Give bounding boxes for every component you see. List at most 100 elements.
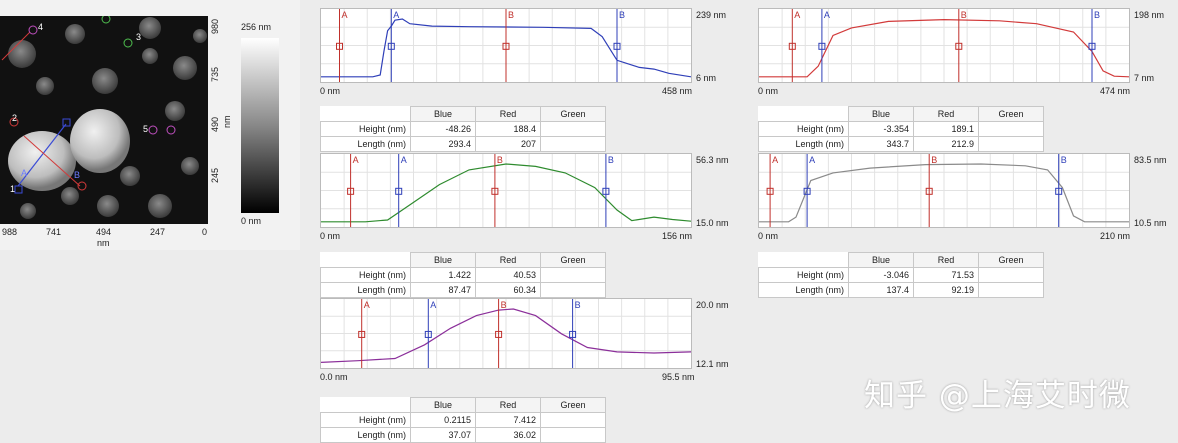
x-end-label: 156 nm — [662, 231, 693, 241]
red-height: 188.4 — [475, 121, 541, 137]
table-row: Blue Red Green — [321, 106, 606, 122]
cursor-handle[interactable] — [424, 330, 432, 338]
y-min-label: 15.0 nm — [696, 218, 729, 228]
profile-trace — [321, 163, 691, 223]
height-scale-bar — [241, 38, 279, 213]
x-tick-494: 494 — [96, 227, 112, 237]
x-end-label: 95.5 nm — [662, 372, 695, 382]
cursor-b-label: B — [74, 170, 81, 180]
cursor-handle[interactable] — [803, 187, 811, 195]
scale-min: 0 nm — [241, 216, 262, 226]
cursor-label: A — [794, 10, 800, 20]
table-row: Length (nm) 37.07 36.02 — [320, 427, 606, 443]
table-row: Height (nm) -3.046 71.53 — [758, 267, 1044, 283]
x-end-label: 210 nm — [1100, 231, 1131, 241]
y-min-label: 10.5 nm — [1134, 218, 1167, 228]
green-length — [978, 136, 1044, 152]
header-red: Red — [913, 106, 979, 122]
header-blue: Blue — [848, 252, 914, 268]
table-row: Height (nm) -48.26 188.4 — [320, 121, 606, 137]
cursor-handle[interactable] — [347, 187, 355, 195]
cursor-handle[interactable] — [336, 42, 343, 50]
cursor-handle[interactable] — [818, 42, 826, 50]
cursor-label: A — [772, 155, 778, 165]
length-label: Length (nm) — [758, 136, 849, 152]
cursor-handle[interactable] — [358, 330, 366, 338]
red-height: 189.1 — [913, 121, 979, 137]
header-green: Green — [540, 252, 606, 268]
cursor-handle[interactable] — [925, 187, 933, 195]
table-row: Blue Red Green — [321, 252, 606, 268]
cursor-handle[interactable] — [613, 42, 621, 50]
green-height — [540, 121, 606, 137]
profile-trace — [321, 308, 691, 363]
cursor-handle[interactable] — [387, 42, 395, 50]
cursor-handle[interactable] — [766, 187, 774, 195]
cursor-a-label: A — [21, 168, 28, 178]
y-max-label: 198 nm — [1134, 10, 1165, 20]
table-row: Length (nm) 293.4 207 — [320, 136, 606, 152]
cursor-label: A — [342, 10, 348, 20]
cursor-handle[interactable] — [602, 187, 610, 195]
y-min-label: 12.1 nm — [696, 359, 729, 369]
red-length: 207 — [475, 136, 541, 152]
cursor-handle[interactable] — [955, 42, 963, 50]
height-label: Height (nm) — [320, 412, 411, 428]
table-row: Blue Red Green — [759, 252, 1044, 268]
cursor-label: B — [608, 155, 614, 165]
cursor-label: A — [364, 300, 370, 310]
table-row: Length (nm) 343.7 212.9 — [758, 136, 1044, 152]
cursor-label: A — [824, 10, 830, 20]
x-start-label: 0.0 nm — [320, 372, 348, 382]
header-red: Red — [475, 397, 541, 413]
y-tick-490: 490 — [210, 116, 220, 132]
cursor-handle[interactable] — [1055, 187, 1063, 195]
height-label: Height (nm) — [320, 121, 411, 137]
blue-length: 293.4 — [410, 136, 476, 152]
x-tick-988: 988 — [2, 227, 18, 237]
cursor-handle[interactable] — [395, 187, 403, 195]
y-max-label: 20.0 nm — [696, 300, 729, 310]
cursor-handle[interactable] — [788, 42, 796, 50]
readout-table-4: Blue Red Green Height (nm) -3.046 71.53 Length… — [758, 252, 1044, 298]
y-axis-unit: nm — [222, 115, 232, 128]
length-label: Length (nm) — [320, 282, 411, 298]
x-tick-741: 741 — [46, 227, 62, 237]
cursor-handle[interactable] — [569, 330, 577, 338]
marker-3: 3 — [136, 32, 142, 42]
green-length — [540, 427, 606, 443]
cursor-handle[interactable] — [491, 187, 499, 195]
cursor-handle[interactable] — [495, 330, 503, 338]
header-blank — [759, 253, 849, 268]
y-min-label: 7 nm — [1134, 73, 1155, 83]
green-height — [540, 412, 606, 428]
blue-height: -48.26 — [410, 121, 476, 137]
afm-topography-image[interactable]: 1 2 3 4 5 A B — [0, 16, 208, 224]
header-blank — [759, 107, 849, 122]
length-label: Length (nm) — [758, 282, 849, 298]
cursor-label: B — [1094, 10, 1100, 20]
cursor-label: A — [393, 10, 399, 20]
x-tick-247: 247 — [150, 227, 166, 237]
cursor-handle[interactable] — [1088, 42, 1096, 50]
x-start-label: 0 nm — [320, 86, 341, 96]
y-min-label: 6 nm — [696, 73, 717, 83]
marker-5: 5 — [143, 124, 149, 134]
header-blank — [321, 107, 411, 122]
x-start-label: 0 nm — [320, 231, 341, 241]
cursor-handle[interactable] — [502, 42, 510, 50]
green-height — [978, 267, 1044, 283]
header-blank — [321, 398, 411, 413]
scale-max: 256 nm — [241, 22, 272, 32]
red-length: 212.9 — [913, 136, 979, 152]
cursor-label: B — [501, 300, 507, 310]
table-row: Height (nm) 0.2115 7.412 — [320, 412, 606, 428]
header-blue: Blue — [410, 252, 476, 268]
x-axis-unit: nm — [97, 238, 110, 248]
